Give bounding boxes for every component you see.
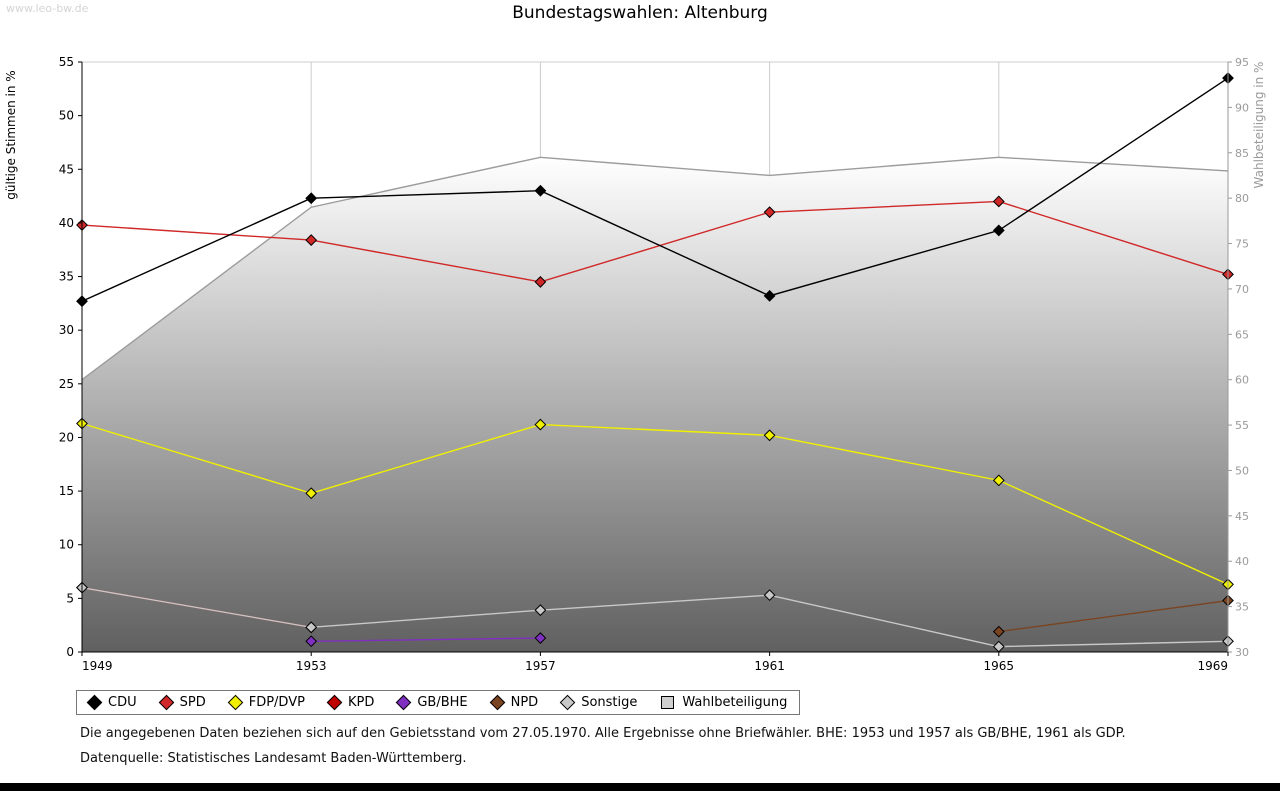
svg-text:50: 50 xyxy=(59,109,74,123)
svg-text:1953: 1953 xyxy=(296,659,327,673)
legend-marker-icon xyxy=(326,694,343,711)
svg-text:15: 15 xyxy=(59,484,74,498)
svg-text:0: 0 xyxy=(66,645,74,659)
legend-label: NPD xyxy=(510,695,539,710)
svg-text:75: 75 xyxy=(1235,238,1249,251)
svg-text:1961: 1961 xyxy=(754,659,785,673)
svg-text:1969: 1969 xyxy=(1197,659,1228,673)
legend-item-gb-bhe: GB/BHE xyxy=(396,694,468,711)
svg-text:90: 90 xyxy=(1235,101,1249,114)
svg-text:95: 95 xyxy=(1235,56,1249,69)
legend-item-spd: SPD xyxy=(158,694,206,711)
watermark: www.leo-bw.de xyxy=(6,2,89,15)
svg-text:10: 10 xyxy=(59,538,74,552)
legend-item-npd: NPD xyxy=(489,694,539,711)
legend-marker-icon xyxy=(559,694,576,711)
legend-marker-icon xyxy=(396,694,412,711)
svg-text:45: 45 xyxy=(1235,510,1249,523)
svg-text:25: 25 xyxy=(59,377,74,391)
legend-marker-icon xyxy=(86,694,103,711)
note-gebietsstand: Die angegebenen Daten beziehen sich auf … xyxy=(80,726,1126,741)
svg-text:55: 55 xyxy=(59,55,74,69)
svg-text:30: 30 xyxy=(59,323,74,337)
svg-text:70: 70 xyxy=(1235,283,1249,296)
svg-text:1949: 1949 xyxy=(82,659,113,673)
svg-text:50: 50 xyxy=(1235,464,1249,477)
legend-marker-icon xyxy=(158,694,174,711)
legend-item-wahlbeteiligung: Wahlbeteiligung xyxy=(661,695,787,710)
legend-label: Sonstige xyxy=(581,695,638,710)
svg-text:5: 5 xyxy=(66,591,74,605)
svg-text:20: 20 xyxy=(59,430,74,444)
right-axis-title: Wahlbeteiligung in % xyxy=(1252,62,1266,189)
svg-text:1957: 1957 xyxy=(525,659,556,673)
legend-marker-icon xyxy=(661,696,675,709)
legend-marker-icon xyxy=(227,694,243,711)
left-axis-title: gültige Stimmen in % xyxy=(4,70,18,199)
svg-text:40: 40 xyxy=(1235,555,1249,568)
bottom-border-bar xyxy=(0,783,1280,791)
legend-label: GB/BHE xyxy=(417,695,468,710)
page-title: Bundestagswahlen: Altenburg xyxy=(512,3,768,23)
legend-item-fdp-dvp: FDP/DVP xyxy=(227,694,305,711)
legend-marker-icon xyxy=(489,694,505,711)
legend-item-kpd: KPD xyxy=(326,694,375,711)
svg-text:85: 85 xyxy=(1235,147,1249,160)
legend-item-sonstige: Sonstige xyxy=(559,694,638,711)
legend-label: KPD xyxy=(347,695,375,710)
svg-text:35: 35 xyxy=(59,270,74,284)
chart-legend: CDU SPD FDP/DVP KPD GB/BHE NPD Sonstige Wahlbet… xyxy=(76,690,801,715)
svg-text:40: 40 xyxy=(59,216,74,230)
svg-text:60: 60 xyxy=(1235,374,1249,387)
svg-text:55: 55 xyxy=(1235,419,1249,432)
svg-text:35: 35 xyxy=(1235,601,1249,614)
legend-label: SPD xyxy=(179,695,206,710)
legend-label: FDP/DVP xyxy=(248,695,305,710)
svg-text:45: 45 xyxy=(59,162,74,176)
legend-label: CDU xyxy=(108,695,137,710)
svg-text:65: 65 xyxy=(1235,328,1249,341)
note-datenquelle: Datenquelle: Statistisches Landesamt Bad… xyxy=(80,751,467,766)
legend-label: Wahlbeteiligung xyxy=(682,695,788,710)
svg-text:30: 30 xyxy=(1235,646,1249,659)
chart-svg: gültige Stimmen in % Wahlbeteiligung in … xyxy=(4,55,1266,673)
legend-item-cdu: CDU xyxy=(86,694,137,711)
svg-text:1965: 1965 xyxy=(984,659,1015,673)
svg-text:80: 80 xyxy=(1235,192,1249,205)
